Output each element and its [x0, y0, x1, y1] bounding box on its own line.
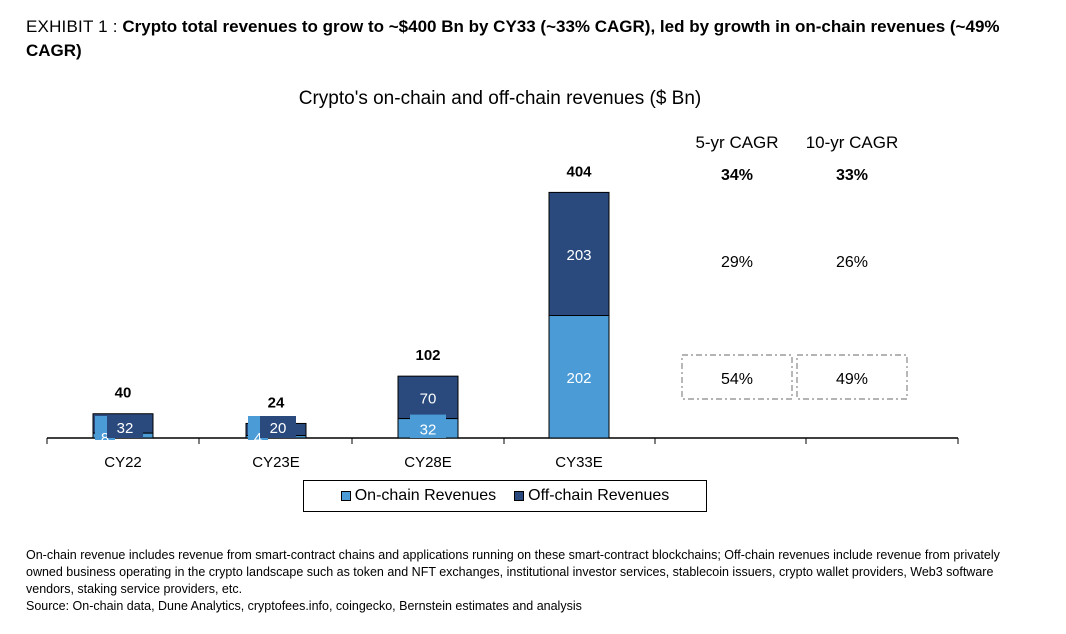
- x-tick-label: CY23E: [252, 454, 300, 471]
- on-chain-label-box: [410, 414, 446, 438]
- cagr-value: 54%: [721, 371, 753, 388]
- bar-off-chain: [397, 375, 459, 420]
- legend-item-on-chain: On-chain Revenues: [340, 487, 497, 505]
- cagr-header: 10-yr CAGR: [806, 133, 899, 152]
- on-chain-value-label: 8: [101, 430, 109, 447]
- bar-off-chain: [548, 191, 610, 317]
- bar-total-label: 404: [566, 163, 592, 180]
- x-tick-label: CY22: [104, 454, 142, 471]
- on-chain-value-label: 32: [420, 421, 437, 438]
- x-tick-label: CY33E: [555, 454, 603, 471]
- bar-on-chain: [548, 315, 610, 439]
- on-chain-value-label: 202: [566, 370, 591, 387]
- exhibit-header: EXHIBIT 1 : Crypto total revenues to gro…: [26, 15, 1026, 63]
- legend-swatch-off-chain: [514, 491, 525, 501]
- footnote-source: Source: On-chain data, Dune Analytics, c…: [26, 599, 582, 613]
- legend-label-on-chain: On-chain Revenues: [354, 487, 497, 504]
- exhibit-label: EXHIBIT 1 :: [26, 17, 118, 36]
- cagr-value: 34%: [721, 167, 753, 184]
- off-chain-value-label: 203: [566, 247, 591, 264]
- x-tick-label: CY28E: [404, 454, 452, 471]
- chart-legend: On-chain Revenues Off-chain Revenues: [303, 480, 707, 512]
- off-chain-value-label: 70: [420, 390, 437, 407]
- chart-title: Crypto's on-chain and off-chain revenues…: [298, 88, 702, 109]
- bar-total-label: 102: [415, 347, 440, 364]
- cagr-value: 29%: [721, 254, 753, 271]
- footnote-note: On-chain revenue includes revenue from s…: [26, 548, 1000, 596]
- off-chain-value-label: 20: [270, 420, 287, 437]
- cagr-highlight-box: [796, 354, 908, 400]
- legend-swatch-on-chain: [340, 491, 351, 501]
- legend-item-off-chain: Off-chain Revenues: [514, 487, 669, 505]
- exhibit-title: Crypto total revenues to grow to ~$400 B…: [26, 17, 1000, 60]
- bar-total-label: 24: [268, 394, 285, 411]
- cagr-value: 49%: [836, 371, 868, 388]
- bar-total-label: 40: [115, 385, 132, 402]
- cagr-value: 33%: [836, 167, 868, 184]
- footnote: On-chain revenue includes revenue from s…: [26, 547, 1036, 615]
- off-chain-value-label: 32: [117, 420, 134, 437]
- off-chain-label-box: [260, 416, 296, 438]
- on-chain-value-label: 4: [254, 430, 262, 447]
- cagr-highlight-box: [681, 354, 793, 400]
- off-chain-label-box: [107, 416, 143, 438]
- cagr-value: 26%: [836, 254, 868, 271]
- legend-label-off-chain: Off-chain Revenues: [528, 487, 670, 504]
- cagr-header: 5-yr CAGR: [695, 133, 778, 152]
